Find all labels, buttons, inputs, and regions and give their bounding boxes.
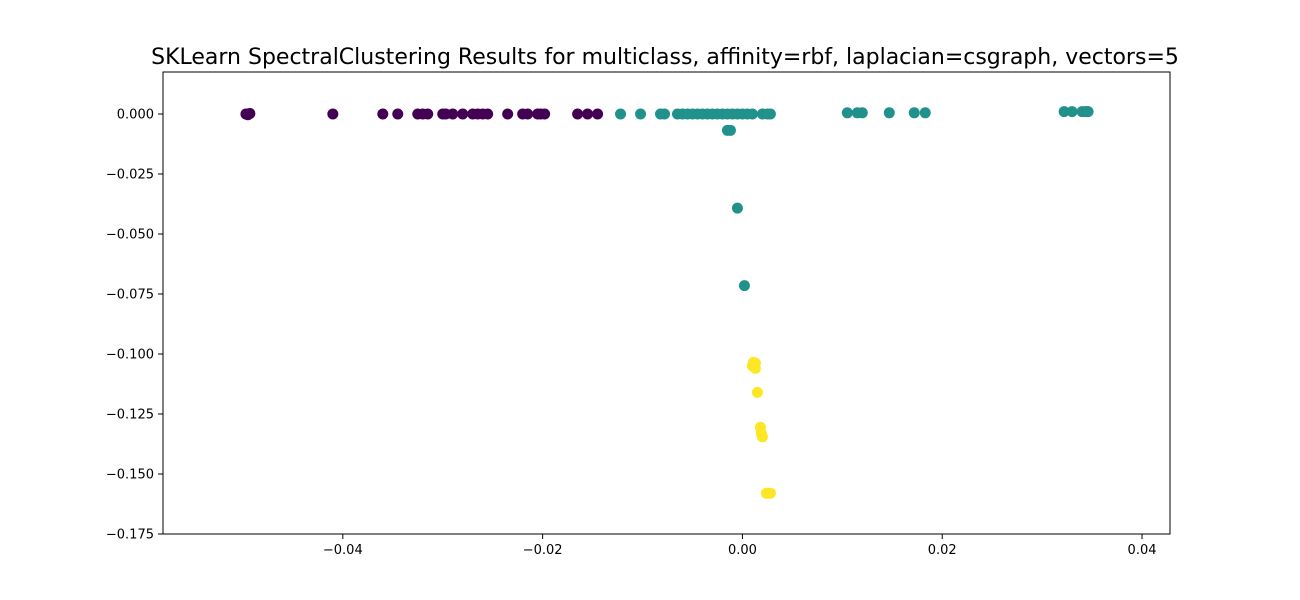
x-tick-label: 0.04 <box>1128 543 1157 558</box>
scatter-point-cluster-0 <box>457 108 469 120</box>
scatter-point-cluster-1 <box>659 108 671 120</box>
x-tick-label: 0.00 <box>728 543 757 558</box>
scatter-point-cluster-1 <box>738 280 750 292</box>
scatter-point-cluster-1 <box>841 107 853 119</box>
scatter-point-cluster-1 <box>764 108 776 120</box>
scatter-point-cluster-1 <box>731 202 743 214</box>
y-tick-label: −0.050 <box>106 228 154 243</box>
scatter-point-cluster-2 <box>749 362 761 374</box>
scatter-point-cluster-1 <box>746 108 758 120</box>
scatter-point-cluster-0 <box>447 108 459 120</box>
scatter-point-cluster-1 <box>883 107 895 119</box>
scatter-point-cluster-2 <box>764 487 776 499</box>
scatter-point-cluster-1 <box>1066 106 1078 118</box>
chart-title: SKLearn SpectralClustering Results for m… <box>151 45 1179 70</box>
y-tick-label: −0.025 <box>106 168 154 183</box>
y-axis: 0.000 −0.025 −0.050 −0.075 −0.100 −0.125 −0.15… <box>106 108 163 543</box>
scatter-point-cluster-1 <box>1082 106 1094 118</box>
scatter-point-cluster-1 <box>908 107 920 119</box>
scatter-point-cluster-0 <box>582 108 594 120</box>
scatter-point-cluster-0 <box>241 108 253 120</box>
scatter-point-cluster-0 <box>482 108 494 120</box>
y-tick-label: −0.175 <box>106 528 154 543</box>
scatter-point-cluster-0 <box>422 108 434 120</box>
scatter-point-cluster-1 <box>856 107 868 119</box>
scatter-point-cluster-2 <box>756 431 768 443</box>
x-tick-label: −0.04 <box>323 543 363 558</box>
scatter-point-cluster-0 <box>327 108 339 120</box>
scatter-point-cluster-0 <box>592 108 604 120</box>
y-tick-label: 0.000 <box>117 108 154 123</box>
x-tick-label: −0.02 <box>523 543 563 558</box>
x-axis: −0.04 −0.02 0.00 0.02 0.04 <box>323 534 1157 558</box>
scatter-point-cluster-1 <box>724 124 736 136</box>
scatter-point-cluster-0 <box>392 108 404 120</box>
scatter-point-cluster-1 <box>1058 106 1070 118</box>
scatter-point-cluster-0 <box>539 108 551 120</box>
scatter-point-cluster-0 <box>572 108 584 120</box>
scatter-point-cluster-2 <box>751 386 763 398</box>
scatter-point-cluster-1 <box>635 108 647 120</box>
x-tick-label: 0.02 <box>928 543 957 558</box>
y-tick-label: −0.075 <box>106 288 154 303</box>
y-tick-label: −0.150 <box>106 468 154 483</box>
scatter-point-cluster-0 <box>502 108 514 120</box>
scatter-point-cluster-1 <box>615 108 627 120</box>
scatter-point-cluster-1 <box>919 107 931 119</box>
points-layer <box>240 106 1094 499</box>
scatter-point-cluster-0 <box>377 108 389 120</box>
y-tick-label: −0.125 <box>106 408 154 423</box>
axes-frame <box>162 71 1171 535</box>
scatter-point-cluster-0 <box>522 108 534 120</box>
y-tick-label: −0.100 <box>106 348 154 363</box>
